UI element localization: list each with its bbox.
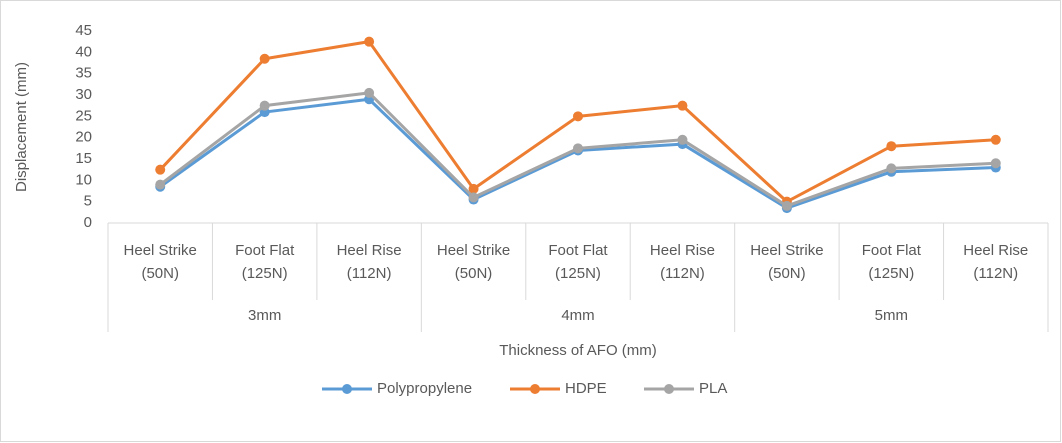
data-point [155, 164, 166, 175]
y-tick-label: 45 [75, 22, 92, 39]
y-tick-label: 40 [75, 43, 92, 60]
data-point [259, 53, 270, 64]
y-tick-label: 35 [75, 65, 92, 82]
y-tick-label: 20 [75, 129, 92, 146]
data-point [990, 134, 1001, 145]
legend-label: HDPE [565, 380, 607, 397]
y-tick-label: 30 [75, 86, 92, 103]
data-point [573, 143, 583, 154]
x-tick-label: Heel Rise (112N) [649, 242, 715, 282]
x-tick-label: Heel Rise (112N) [963, 242, 1029, 282]
x-tick-label: Foot Flat (125N) [861, 242, 921, 282]
data-point [364, 87, 375, 98]
x-tick-label: Heel Rise (112N) [336, 242, 402, 282]
x-axis-title: Thickness of AFO (mm) [499, 342, 657, 359]
data-point [259, 100, 270, 111]
legend-marker [664, 384, 674, 394]
data-point [677, 100, 688, 111]
y-axis-title: Displacement (mm) [13, 62, 30, 192]
group-label: 5mm [875, 307, 908, 324]
legend-label: PLA [699, 380, 727, 397]
data-point [468, 183, 479, 194]
data-point [886, 163, 897, 174]
data-point [573, 111, 583, 122]
data-point [364, 36, 375, 47]
group-label: 4mm [561, 307, 594, 324]
legend-marker [342, 384, 352, 394]
data-point [468, 192, 479, 203]
y-tick-label: 15 [75, 150, 92, 167]
x-tick-label: Heel Strike (50N) [436, 242, 511, 282]
data-point [886, 141, 897, 152]
y-tick-label: 10 [75, 171, 92, 188]
y-tick-label: 25 [75, 107, 92, 124]
x-tick-label: Heel Strike (50N) [123, 242, 197, 282]
data-point [781, 200, 792, 211]
group-label: 3mm [248, 307, 281, 324]
y-tick-label: 5 [84, 193, 92, 210]
x-tick-label: Foot Flat (125N) [235, 242, 295, 282]
legend-marker [530, 384, 540, 394]
data-point [155, 179, 166, 190]
x-tick-label: Foot Flat (125N) [548, 242, 608, 282]
x-tick-label: Heel Strike (50N) [750, 242, 824, 282]
legend-label: Polypropylene [377, 380, 472, 397]
y-tick-label: 0 [84, 214, 92, 231]
data-point [990, 158, 1001, 169]
data-point [677, 134, 688, 145]
